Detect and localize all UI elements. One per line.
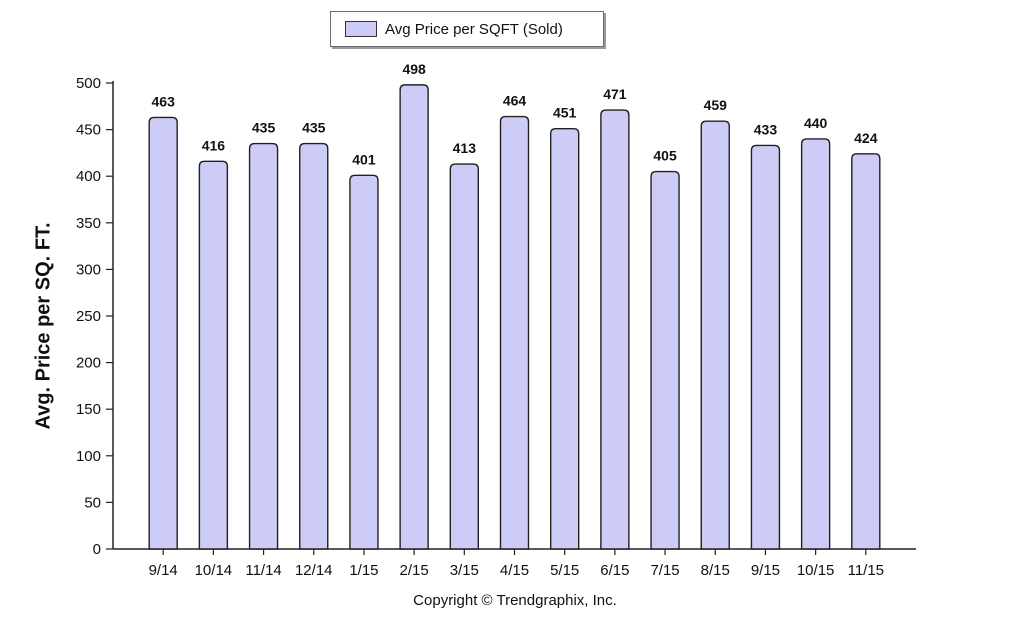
x-tick-label: 4/15 [500,562,529,579]
bar [299,142,329,550]
y-tick-label: 50 [84,494,101,511]
y-tick-label: 100 [76,448,101,465]
bar [198,160,229,550]
bar [549,127,580,550]
x-tick-label: 9/14 [149,562,178,579]
y-tick-label: 200 [76,355,101,372]
data-label: 433 [754,121,778,137]
y-tick-label: 350 [76,215,101,232]
bar [700,120,730,550]
data-label: 424 [854,130,878,146]
data-label: 451 [553,105,577,121]
x-tick-label: 8/15 [701,562,730,579]
bar [399,84,429,550]
x-tick-label: 11/15 [848,562,884,579]
x-tick-label: 5/15 [550,562,579,579]
y-tick-label: 300 [76,261,101,278]
legend: Avg Price per SQFT (Sold) [330,11,604,47]
y-tick-label: 0 [93,541,101,558]
bar [499,115,530,550]
y-tick-label: 150 [76,401,101,418]
x-tick-label: 10/14 [195,562,233,579]
bar [750,144,781,550]
bar [349,174,379,550]
y-tick-label: 250 [76,308,101,325]
x-tick-label: 7/15 [650,562,679,579]
data-label: 435 [302,120,326,136]
y-tick-label: 450 [76,122,101,139]
x-tick-label: 10/15 [797,562,835,579]
data-label: 413 [453,140,477,156]
bar [248,142,279,550]
x-tick-label: 2/15 [400,562,429,579]
data-label: 471 [603,86,627,102]
bar [800,138,831,550]
copyright-text: Copyright © Trendgraphix, Inc. [413,592,617,609]
bar [650,170,680,550]
legend-swatch [345,21,377,37]
data-label: 416 [202,137,226,153]
x-tick-label: 1/15 [349,562,378,579]
data-label: 405 [653,148,677,164]
x-tick-label: 9/15 [751,562,780,579]
x-tick-label: 12/14 [295,562,333,579]
data-label: 464 [503,93,527,109]
legend-label: Avg Price per SQFT (Sold) [385,20,563,38]
data-label: 435 [252,120,276,136]
y-tick-label: 400 [76,168,101,185]
data-label: 401 [352,151,376,167]
data-label: 459 [704,97,728,113]
bar [449,163,480,550]
data-label: 440 [804,115,828,131]
x-tick-label: 6/15 [600,562,629,579]
data-label: 463 [152,93,176,109]
x-tick-label: 11/14 [245,562,281,579]
data-label: 498 [402,61,426,77]
bar [600,109,630,550]
bar [851,153,881,550]
y-tick-label: 500 [76,75,101,92]
x-tick-label: 3/15 [450,562,479,579]
bar [148,116,178,550]
